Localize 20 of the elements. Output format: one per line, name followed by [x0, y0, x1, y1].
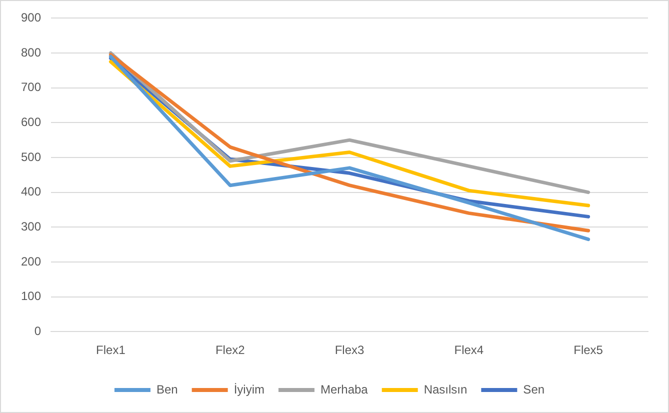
legend-label: İyiyim — [234, 382, 264, 396]
legend-label: Merhaba — [320, 382, 368, 396]
x-tick-label: Flex4 — [454, 343, 484, 358]
y-tick-label: 900 — [20, 10, 42, 25]
legend-label: Ben — [156, 382, 178, 396]
y-tick-label: 500 — [20, 150, 42, 164]
y-tick-label: 200 — [20, 254, 42, 268]
legend-label: Nasılsın — [424, 382, 468, 396]
y-tick-label: 700 — [20, 80, 42, 94]
x-tick-label: Flex2 — [215, 343, 246, 358]
y-tick-label: 400 — [20, 184, 42, 199]
x-tick-label: Flex5 — [574, 343, 604, 358]
legend-label: Sen — [523, 382, 545, 396]
x-tick-label: Flex1 — [96, 343, 126, 358]
y-tick-label: 600 — [20, 114, 42, 129]
y-tick-label: 300 — [20, 219, 42, 234]
y-tick-label: 0 — [34, 324, 42, 338]
y-tick-label: 800 — [20, 45, 42, 60]
y-tick-label: 100 — [20, 289, 42, 304]
x-tick-label: Flex3 — [334, 343, 365, 358]
